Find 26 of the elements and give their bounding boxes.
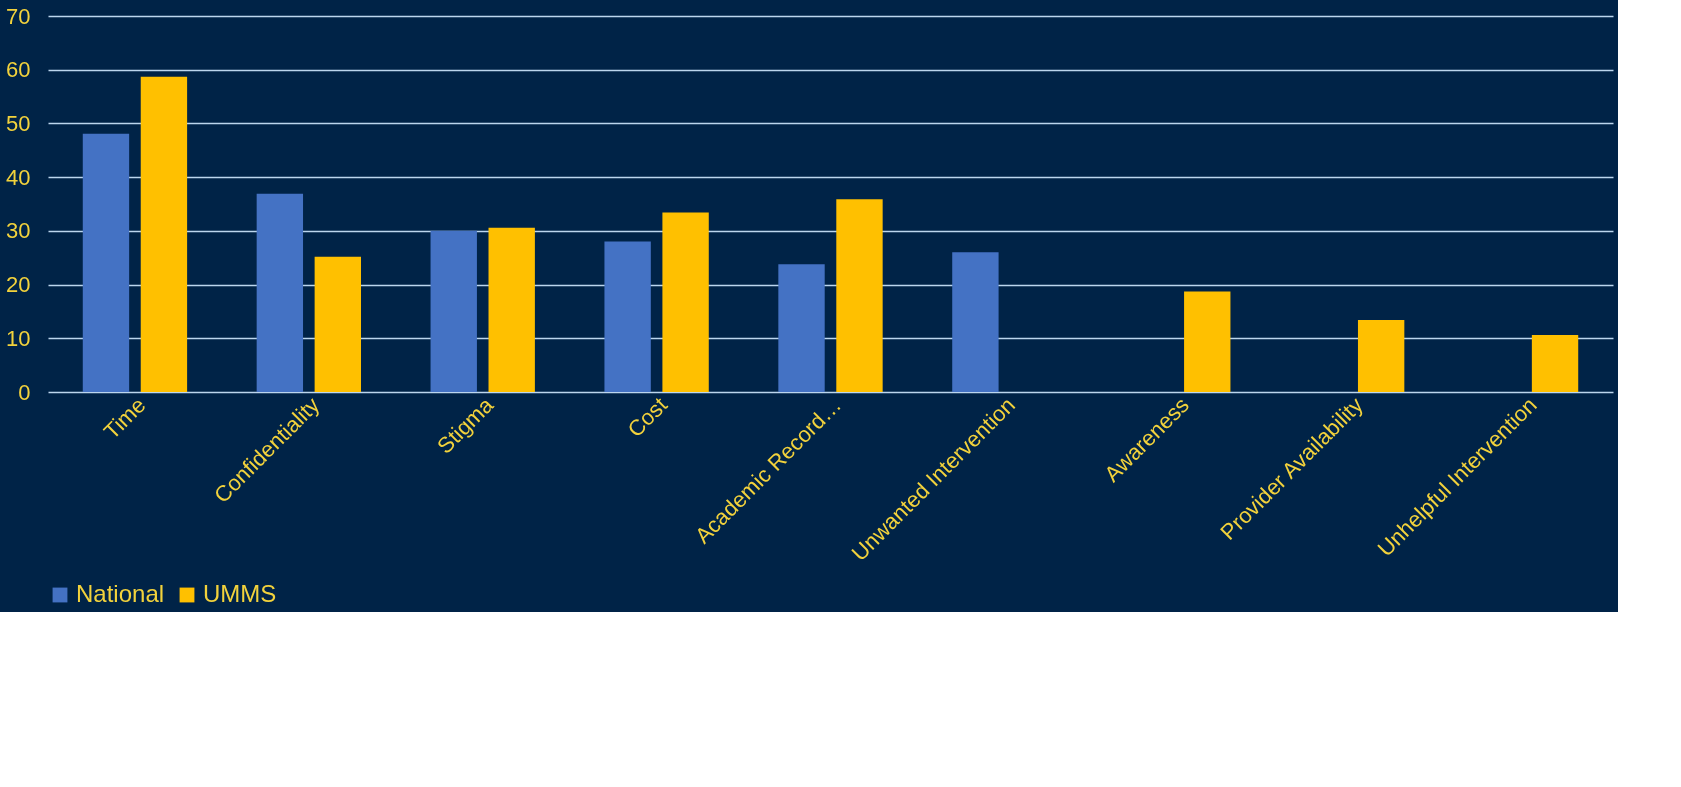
y-tick-label: 70 [6, 3, 31, 29]
bar [662, 212, 709, 392]
bar [778, 264, 825, 392]
y-tick-label: 20 [6, 272, 31, 298]
legend-label: UMMS [203, 580, 277, 607]
bar [488, 227, 535, 392]
x-tick-label: Cost [622, 392, 673, 443]
bar [952, 252, 999, 392]
bar [1184, 291, 1231, 392]
y-tick-label: 40 [6, 164, 31, 190]
bar [1531, 335, 1579, 392]
bar [836, 199, 883, 392]
y-tick-label: 10 [6, 325, 31, 351]
legend-label: National [76, 580, 165, 607]
bar [256, 193, 304, 392]
bar [1357, 320, 1405, 392]
bar [430, 230, 477, 392]
x-tick-label: Time [98, 392, 151, 445]
y-tick-label: 0 [18, 379, 31, 405]
bar [140, 76, 188, 392]
bar [314, 256, 361, 392]
y-tick-label: 50 [6, 110, 31, 136]
y-tick-label: 30 [6, 218, 31, 244]
bar [604, 241, 651, 392]
y-tick-label: 60 [6, 57, 31, 83]
bar [82, 133, 130, 392]
